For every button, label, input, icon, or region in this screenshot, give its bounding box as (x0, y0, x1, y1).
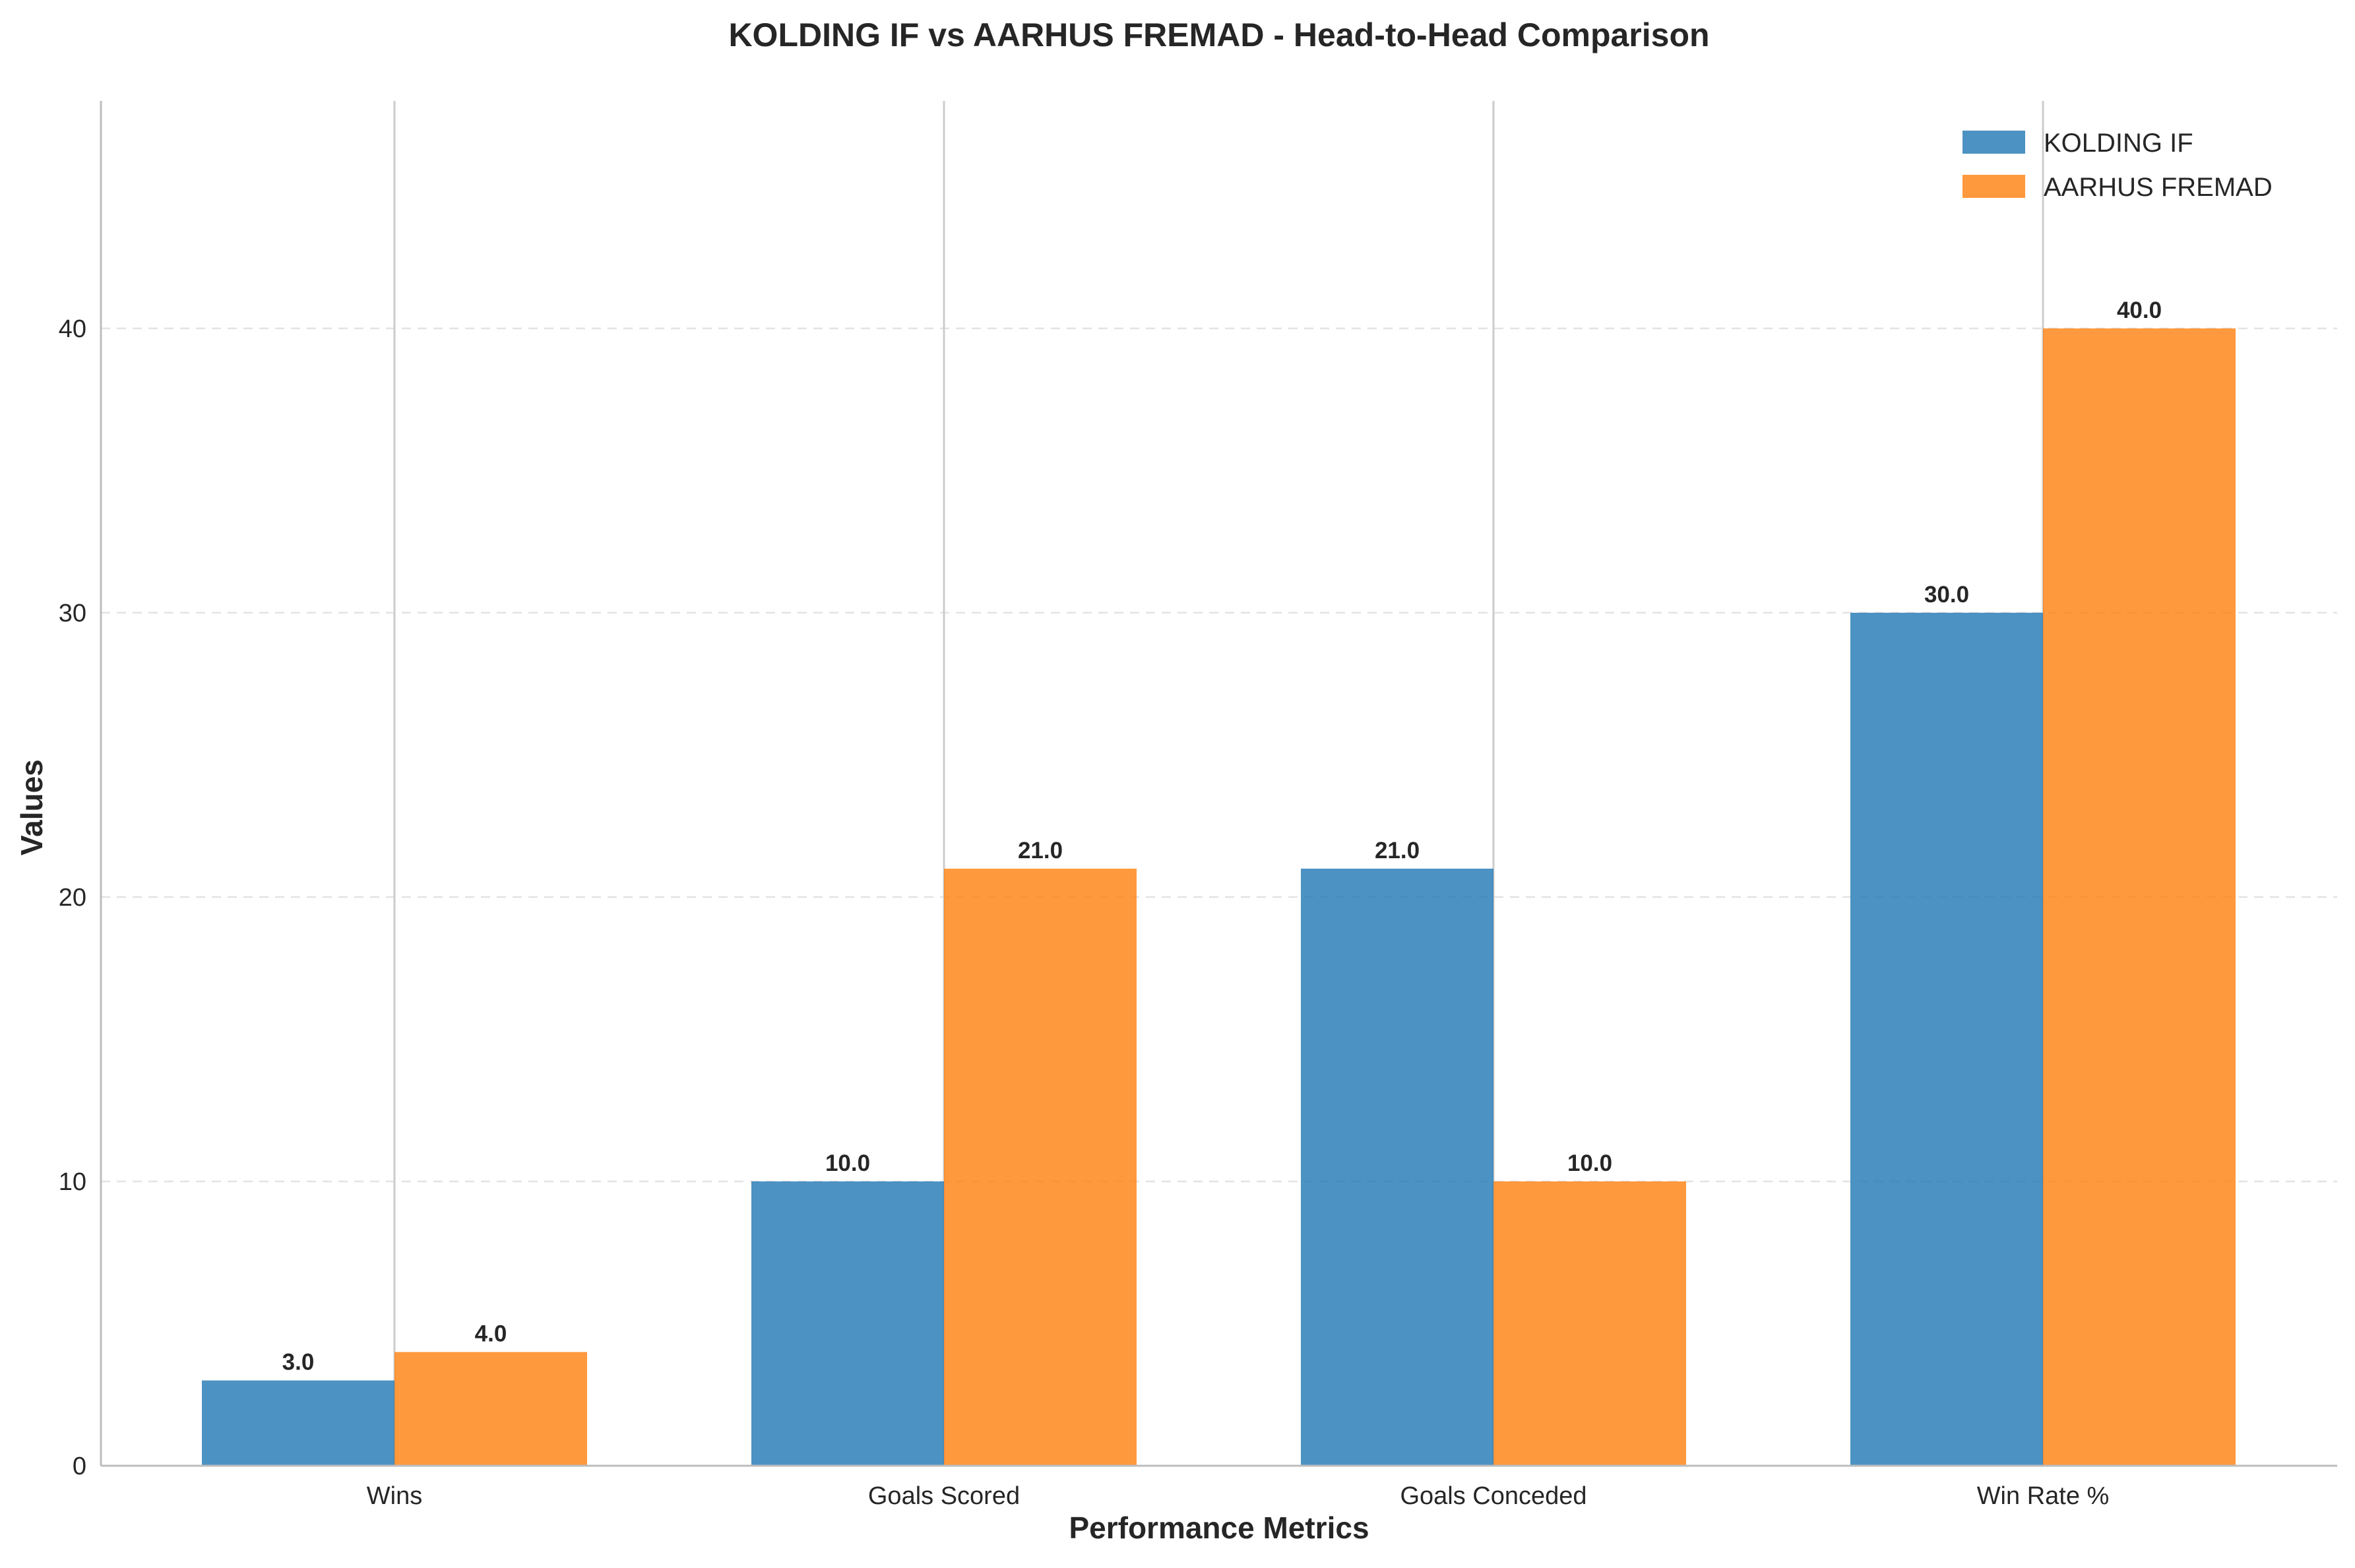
y-tick-label: 20 (59, 884, 86, 912)
bar (2043, 328, 2236, 1466)
chart-title: KOLDING IF vs AARHUS FREMAD - Head-to-He… (728, 16, 1709, 53)
bar-value-label: 21.0 (1375, 838, 1420, 863)
y-tick-label: 10 (59, 1168, 86, 1196)
y-tick-label: 0 (73, 1453, 86, 1480)
bar-value-label: 40.0 (2117, 298, 2162, 323)
y-axis-label: Values (15, 759, 49, 856)
x-tick-label: Win Rate % (1977, 1482, 2110, 1510)
x-tick-label: Wins (367, 1482, 422, 1510)
x-tick-label: Goals Conceded (1400, 1482, 1586, 1510)
y-tick-label: 30 (59, 600, 86, 627)
axes-layer: 0 10 20 30 40 Wins Goals Scored Goals Conceded W… (59, 101, 2337, 1510)
bar (1301, 868, 1493, 1466)
labels-layer: 3.0 10.0 21.0 30.0 4.0 21.0 10.0 40.0 (282, 298, 2162, 1375)
bar-value-label: 10.0 (1567, 1150, 1612, 1176)
bar (944, 868, 1137, 1466)
bar-value-label: 21.0 (1018, 838, 1063, 863)
bar (394, 1352, 587, 1466)
bar (1850, 612, 2043, 1466)
x-tick-label: Goals Scored (868, 1482, 1020, 1510)
bar (202, 1380, 394, 1466)
bar-value-label: 10.0 (825, 1150, 870, 1176)
bar-value-label: 4.0 (475, 1321, 507, 1347)
legend-label: AARHUS FREMAD (2044, 173, 2273, 202)
legend-swatch (1962, 131, 2025, 154)
x-axis-label: Performance Metrics (1069, 1511, 1369, 1545)
bar-value-label: 3.0 (282, 1350, 315, 1375)
legend-swatch (1962, 175, 2025, 198)
bars-layer (202, 328, 2236, 1466)
bar-value-label: 30.0 (1924, 582, 1969, 608)
y-tick-label: 40 (59, 315, 86, 343)
legend: KOLDING IF AARHUS FREMAD (1962, 129, 2273, 202)
legend-label: KOLDING IF (2044, 129, 2193, 158)
bar (751, 1181, 944, 1466)
bar (1493, 1181, 1686, 1466)
